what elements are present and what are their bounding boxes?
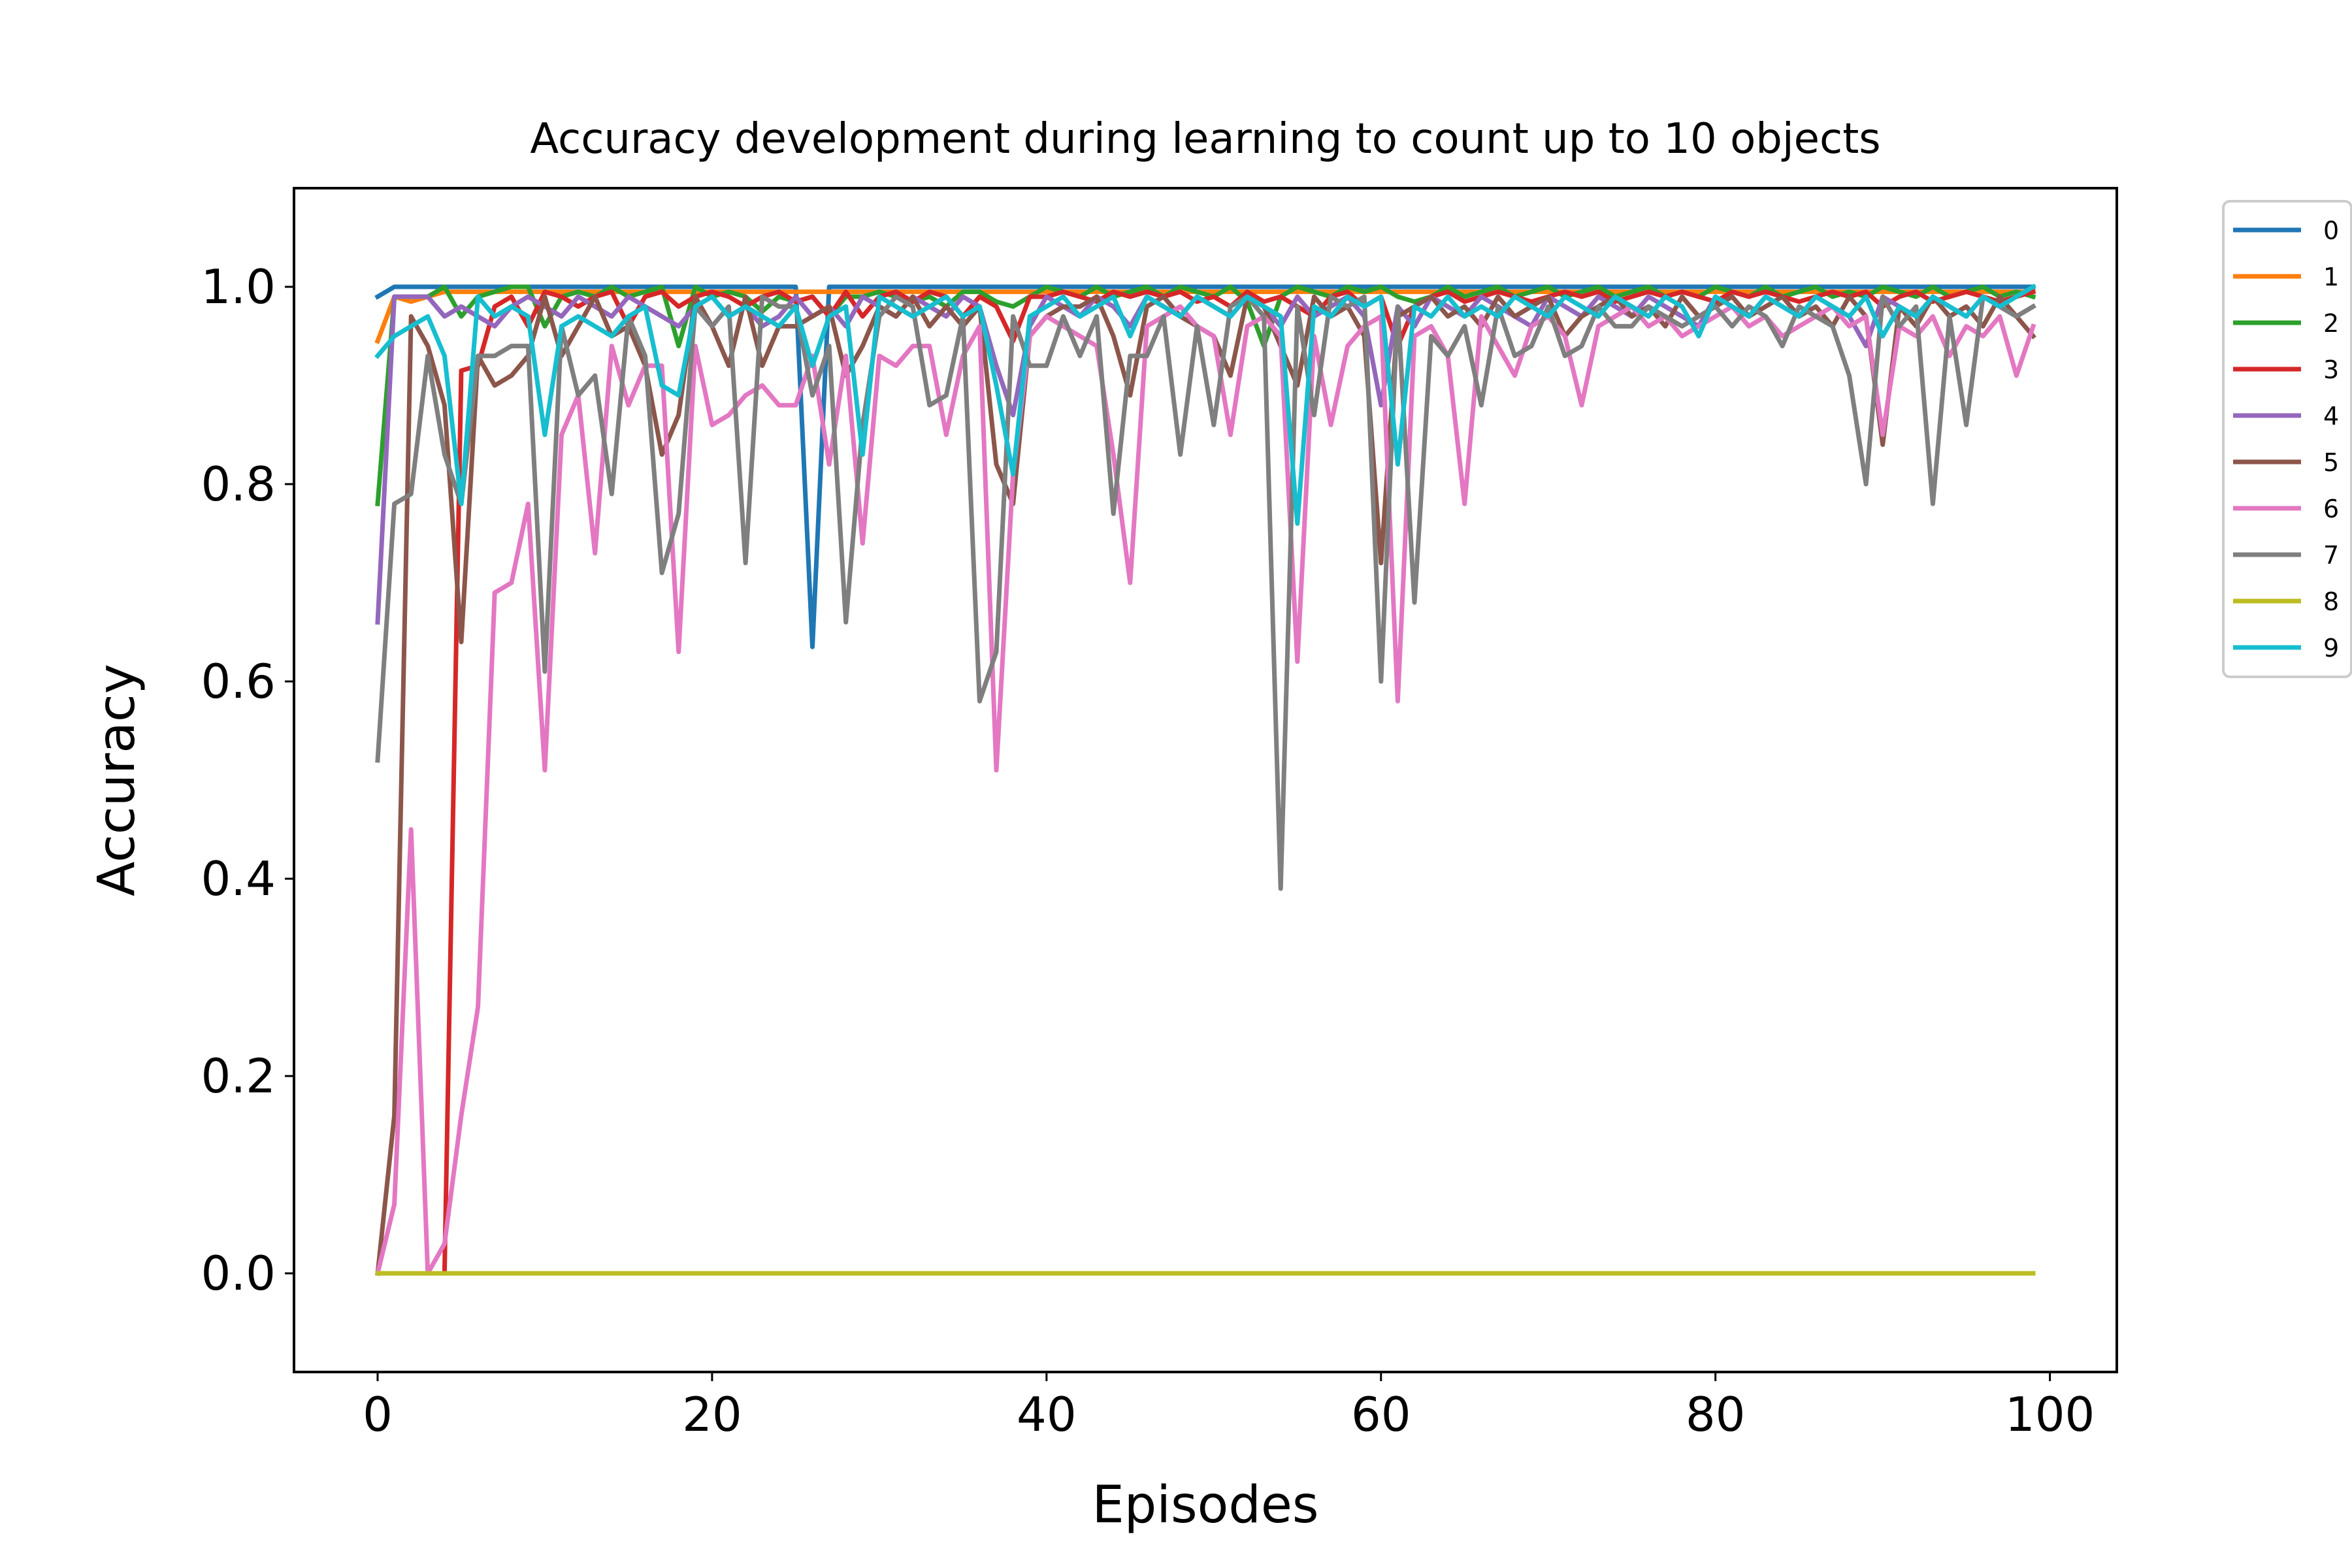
legend-label-0: 0 (2323, 216, 2339, 245)
series-line-6 (374, 304, 2036, 1277)
legend-label-8: 8 (2323, 587, 2339, 616)
legend-label-5: 5 (2323, 448, 2339, 477)
series-layer (374, 284, 2036, 1277)
chart-title: Accuracy development during learning to … (530, 115, 1880, 163)
legend-label-9: 9 (2323, 634, 2339, 662)
x-tick-label: 80 (1686, 1387, 1746, 1442)
legend-label-1: 1 (2323, 263, 2339, 291)
x-tick-label: 0 (363, 1387, 393, 1442)
plot-frame (293, 187, 2118, 1373)
series-line-9 (374, 284, 2036, 526)
series-line-2 (375, 284, 2036, 506)
legend-label-2: 2 (2323, 309, 2339, 338)
legend-label-7: 7 (2323, 541, 2339, 570)
x-axis-title: Episodes (1092, 1476, 1319, 1535)
y-axis: 0.0 0.2 0.4 0.6 0.8 1.0 (201, 259, 294, 1301)
series-line-0 (374, 284, 2036, 649)
legend-label-3: 3 (2323, 355, 2339, 384)
legend: 0 1 2 3 4 5 6 7 8 9 (2222, 200, 2352, 678)
x-tick-label: 40 (1017, 1387, 1077, 1442)
series-line-7 (375, 294, 2036, 891)
y-tick-label: 0.6 (201, 654, 276, 709)
y-tick-label: 0.8 (201, 457, 276, 512)
y-tick-label: 1.0 (201, 259, 276, 314)
y-tick-label: 0.2 (201, 1049, 276, 1103)
y-tick-label: 0.0 (201, 1246, 276, 1301)
legend-box (2222, 200, 2352, 678)
x-axis: 0 20 40 60 80 100 (363, 1372, 2095, 1442)
y-tick-label: 0.4 (201, 851, 276, 906)
y-axis-title: Accuracy (88, 664, 146, 896)
legend-label-6: 6 (2323, 495, 2339, 523)
legend-label-4: 4 (2323, 402, 2339, 431)
plot-area (374, 284, 2036, 1277)
x-tick-label: 100 (2005, 1387, 2095, 1442)
x-tick-label: 60 (1351, 1387, 1411, 1442)
x-tick-label: 20 (682, 1387, 742, 1442)
